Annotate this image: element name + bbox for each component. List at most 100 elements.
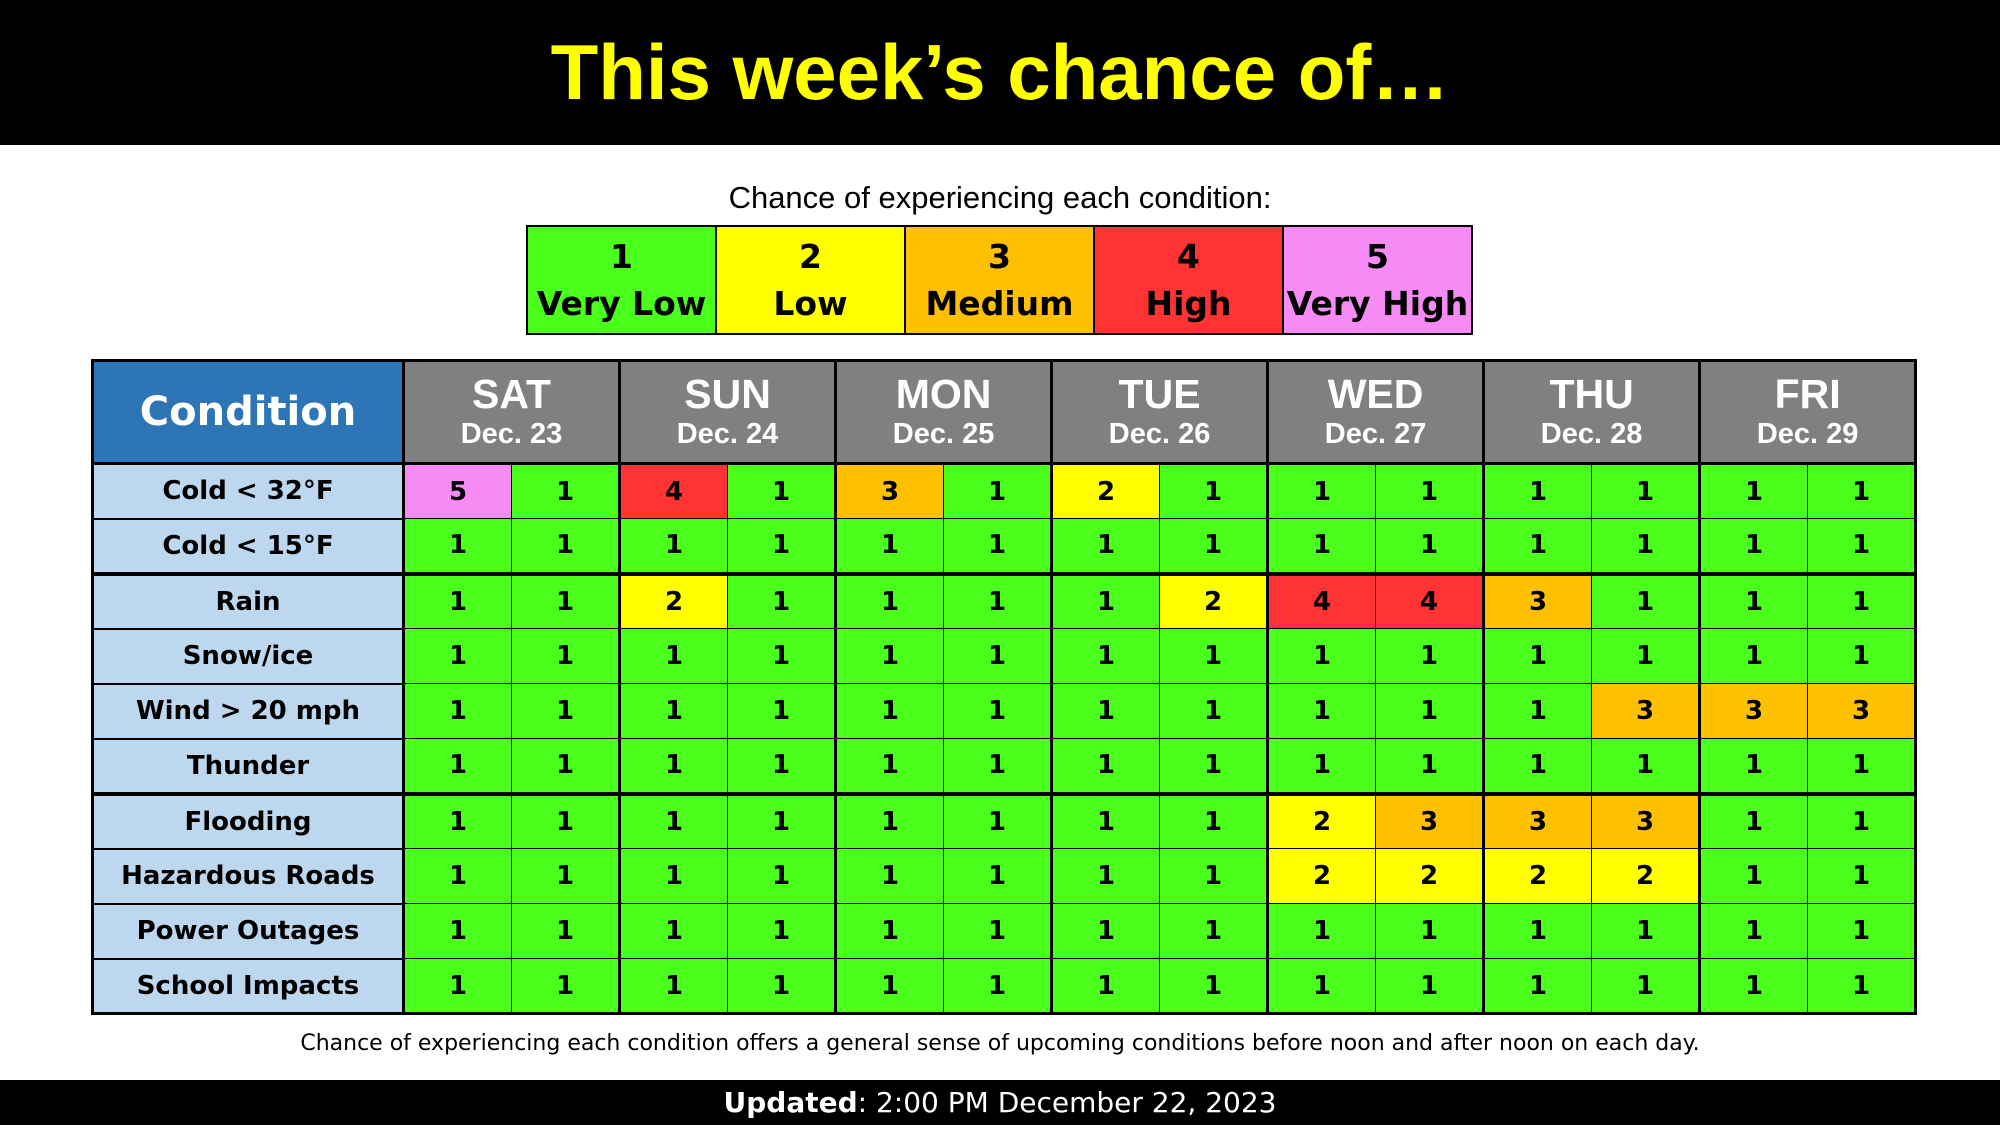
risk-cell: 1 — [1807, 738, 1918, 794]
risk-cell: 1 — [1159, 463, 1270, 519]
row-label: Cold < 15°F — [91, 517, 405, 575]
risk-cell: 2 — [1051, 463, 1161, 519]
risk-cell: 1 — [943, 903, 1054, 959]
risk-cell: 1 — [1807, 571, 1918, 629]
day-name: WED — [1327, 371, 1424, 417]
risk-cell: 1 — [1159, 958, 1270, 1015]
legend-value: 1 — [610, 237, 633, 276]
risk-cell: 1 — [403, 628, 512, 684]
risk-cell: 1 — [510, 848, 622, 904]
table-row: Wind > 20 mph 1 1 1 1 1 1 1 1 1 1 1 3 3 3 — [91, 682, 1918, 740]
table-row: Snow/ice 1 1 1 1 1 1 1 1 1 1 1 1 1 1 — [91, 627, 1918, 685]
risk-cell: 1 — [510, 463, 622, 519]
risk-cell: 3 — [1375, 791, 1486, 849]
risk-cell: 5 — [403, 463, 512, 519]
day-name: TUE — [1118, 371, 1201, 417]
risk-cell: 1 — [1699, 518, 1809, 574]
risk-cell: 1 — [403, 683, 512, 739]
risk-cell: 1 — [403, 571, 512, 629]
table-row: Cold < 15°F 1 1 1 1 1 1 1 1 1 1 1 1 1 1 — [91, 517, 1918, 575]
day-date: Dec. 28 — [1540, 418, 1643, 450]
day-date: Dec. 25 — [892, 418, 995, 450]
risk-cell: 1 — [1267, 738, 1377, 794]
risk-cell: 1 — [619, 958, 729, 1015]
risk-cell: 1 — [1591, 463, 1702, 519]
risk-cell: 1 — [1267, 518, 1377, 574]
day-header-fri: FRI Dec. 29 — [1698, 359, 1918, 465]
risk-cell: 1 — [727, 628, 838, 684]
risk-cell: 1 — [1159, 683, 1270, 739]
risk-cell: 1 — [1375, 518, 1486, 574]
legend-item-very-high: 5 Very High — [1284, 227, 1471, 333]
risk-cell: 1 — [943, 848, 1054, 904]
table-row: Thunder 1 1 1 1 1 1 1 1 1 1 1 1 1 1 — [91, 737, 1918, 795]
risk-cell: 1 — [943, 791, 1054, 849]
risk-cell: 2 — [1483, 848, 1593, 904]
risk-cell: 1 — [727, 738, 838, 794]
risk-cell: 1 — [1807, 463, 1918, 519]
risk-cell: 1 — [835, 738, 945, 794]
risk-cell: 1 — [619, 628, 729, 684]
risk-cell: 1 — [727, 518, 838, 574]
row-label: Snow/ice — [91, 627, 405, 685]
legend-value: 3 — [988, 237, 1011, 276]
risk-cell: 1 — [1375, 628, 1486, 684]
day-date: Dec. 27 — [1324, 418, 1427, 450]
risk-cell: 1 — [403, 791, 512, 849]
risk-cell: 1 — [727, 571, 838, 629]
legend-item-high: 4 High — [1095, 227, 1284, 333]
row-label: Rain — [91, 571, 405, 630]
risk-cell: 1 — [943, 571, 1054, 629]
table-row: School Impacts 1 1 1 1 1 1 1 1 1 1 1 1 1 1 — [91, 957, 1918, 1015]
risk-cell: 1 — [1051, 628, 1161, 684]
risk-cell: 1 — [510, 738, 622, 794]
risk-cell: 1 — [835, 683, 945, 739]
risk-cell: 1 — [403, 958, 512, 1015]
risk-cell: 1 — [1591, 518, 1702, 574]
risk-cell: 1 — [943, 518, 1054, 574]
day-header-mon: MON Dec. 25 — [834, 359, 1054, 465]
day-date: Dec. 26 — [1108, 418, 1211, 450]
risk-cell: 2 — [1267, 848, 1377, 904]
risk-cell: 1 — [403, 518, 512, 574]
risk-cell: 1 — [1159, 791, 1270, 849]
legend-value: 5 — [1366, 237, 1389, 276]
risk-cell: 3 — [1699, 683, 1809, 739]
risk-cell: 1 — [835, 958, 945, 1015]
risk-cell: 1 — [619, 791, 729, 849]
page-title: This week’s chance of… — [550, 28, 1450, 116]
risk-cell: 1 — [1699, 571, 1809, 629]
row-label: Hazardous Roads — [91, 847, 405, 905]
risk-cell: 1 — [1483, 518, 1593, 574]
risk-cell: 2 — [1375, 848, 1486, 904]
risk-cell: 1 — [1159, 738, 1270, 794]
risk-cell: 1 — [727, 791, 838, 849]
risk-cell: 1 — [835, 903, 945, 959]
legend-label: Medium — [925, 284, 1074, 323]
condition-header: Condition — [91, 359, 405, 465]
risk-cell: 1 — [727, 683, 838, 739]
table-row: Hazardous Roads 1 1 1 1 1 1 1 1 2 2 2 2 1 1 — [91, 847, 1918, 905]
legend-caption: Chance of experiencing each condition: — [728, 180, 1272, 215]
risk-cell: 3 — [1483, 791, 1593, 849]
risk-cell: 1 — [1699, 463, 1809, 519]
risk-cell: 1 — [1051, 738, 1161, 794]
risk-cell: 2 — [619, 571, 729, 629]
risk-cell: 1 — [1483, 628, 1593, 684]
risk-cell: 1 — [403, 848, 512, 904]
risk-cell: 3 — [1591, 791, 1702, 849]
risk-cell: 1 — [619, 848, 729, 904]
risk-cell: 1 — [1051, 791, 1161, 849]
risk-cell: 1 — [1159, 903, 1270, 959]
day-date: Dec. 24 — [676, 418, 779, 450]
updated-text: : 2:00 PM December 22, 2023 — [857, 1086, 1277, 1119]
risk-cell: 4 — [1375, 571, 1486, 629]
risk-cell: 1 — [1807, 518, 1918, 574]
risk-cell: 1 — [1051, 518, 1161, 574]
risk-cell: 1 — [943, 958, 1054, 1015]
risk-cell: 1 — [1699, 958, 1809, 1015]
risk-cell: 3 — [1483, 571, 1593, 629]
day-header-wed: WED Dec. 27 — [1266, 359, 1486, 465]
risk-cell: 1 — [510, 628, 622, 684]
risk-cell: 1 — [1483, 903, 1593, 959]
